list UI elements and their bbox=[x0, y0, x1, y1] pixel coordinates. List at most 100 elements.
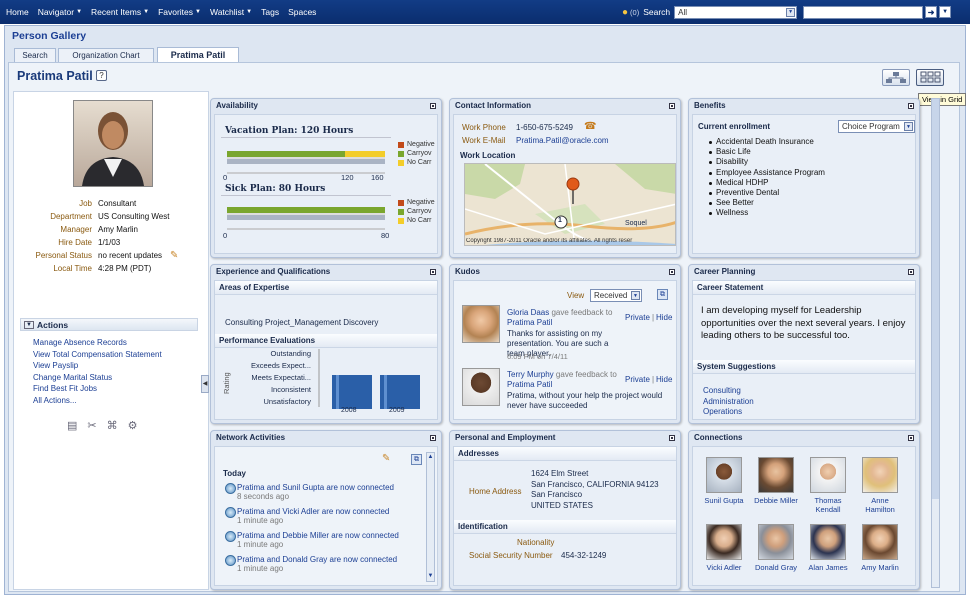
manager-value[interactable]: Amy Marlin bbox=[98, 225, 139, 234]
benefit-item[interactable]: Accidental Death Insurance bbox=[707, 137, 825, 147]
kudos-private-link[interactable]: Private bbox=[625, 375, 650, 384]
action-find-best-fit-jobs[interactable]: Find Best Fit Jobs bbox=[33, 384, 98, 394]
connection-alan-james[interactable]: Alan James bbox=[803, 524, 853, 572]
tools-icon[interactable]: ✂ bbox=[87, 420, 97, 432]
kudos-hide-link[interactable]: Hide bbox=[656, 375, 673, 384]
kudos-hide-link[interactable]: Hide bbox=[656, 313, 673, 322]
perf-year-2009: 2009 bbox=[389, 407, 405, 414]
tab-search[interactable]: Search bbox=[14, 48, 56, 62]
benefit-item[interactable]: Employee Assistance Program bbox=[707, 168, 825, 178]
page-scrollbar[interactable] bbox=[931, 98, 940, 588]
connection-name: Debbie Miller bbox=[754, 496, 798, 505]
scroll-down-icon[interactable]: ▼ bbox=[427, 573, 434, 579]
network-scrollbar[interactable]: ▲ ▼ bbox=[426, 452, 435, 582]
maximize-icon[interactable] bbox=[430, 102, 436, 109]
kudos-target[interactable]: Pratima Patil bbox=[507, 318, 553, 327]
kudos-body: View Received ▼ ⧉ Gloria Daas gave feedba… bbox=[453, 280, 677, 420]
org-chart-icon[interactable]: ⌘ bbox=[106, 420, 118, 432]
watchlist-person-icon[interactable]: ● bbox=[622, 6, 629, 18]
network-item-text[interactable]: Pratima and Donald Gray are now connecte… bbox=[237, 555, 398, 564]
tab-organization-chart[interactable]: Organization Chart bbox=[58, 48, 154, 62]
nav-tags[interactable]: Tags bbox=[261, 7, 279, 17]
action-change-marital-status[interactable]: Change Marital Status bbox=[33, 372, 113, 382]
nav-navigator[interactable]: Navigator ▼ bbox=[38, 7, 82, 17]
view-in-grid-button[interactable] bbox=[916, 69, 944, 86]
kudos-view-select[interactable]: Received ▼ bbox=[590, 289, 642, 302]
maximize-icon[interactable] bbox=[908, 434, 914, 441]
gallery-title: Person Gallery bbox=[12, 30, 87, 42]
benefit-item[interactable]: Disability bbox=[707, 157, 825, 167]
action-manage-absence[interactable]: Manage Absence Records bbox=[33, 338, 127, 347]
add-kudos-icon[interactable]: ⧉ bbox=[657, 289, 668, 300]
legend-carryover-label: Carryov bbox=[407, 150, 432, 157]
pencil-icon[interactable]: ✎ bbox=[382, 453, 391, 464]
network-item-text[interactable]: Pratima and Debbie Miller are now connec… bbox=[237, 531, 399, 540]
connection-thomas-kendall[interactable]: Thomas Kendall bbox=[803, 457, 853, 514]
page-scrollbar-thumb[interactable] bbox=[932, 99, 939, 499]
work-phone-value: 1-650-675-5249 bbox=[516, 123, 573, 132]
benefit-item[interactable]: Basic Life bbox=[707, 147, 825, 157]
kudos-giver-name[interactable]: Terry Murphy bbox=[507, 370, 554, 379]
pencil-icon[interactable]: ✎ bbox=[170, 250, 179, 261]
phone-icon[interactable]: ☎ bbox=[584, 121, 597, 132]
search-input[interactable] bbox=[803, 5, 924, 19]
org-view-icon bbox=[886, 72, 906, 83]
connection-vicki-adler[interactable]: Vicki Adler bbox=[699, 524, 749, 572]
maximize-icon[interactable] bbox=[430, 434, 436, 441]
benefit-item[interactable]: Wellness bbox=[707, 208, 825, 218]
benefit-item[interactable]: Medical HDHP bbox=[707, 178, 825, 188]
tab-search-label: Search bbox=[22, 51, 48, 60]
help-icon[interactable]: ? bbox=[96, 70, 107, 81]
benefit-item[interactable]: See Better bbox=[707, 198, 825, 208]
maximize-icon[interactable] bbox=[669, 268, 675, 275]
nav-spaces[interactable]: Spaces bbox=[288, 7, 316, 17]
search-scope-select[interactable]: All ▼ bbox=[674, 5, 798, 19]
maximize-icon[interactable] bbox=[669, 102, 675, 109]
action-all-actions[interactable]: All Actions... bbox=[33, 395, 77, 405]
search-go-button[interactable]: ➜ bbox=[925, 6, 938, 18]
nav-recent-items[interactable]: Recent Items ▼ bbox=[91, 7, 149, 17]
collapse-pane-button[interactable]: ◀ bbox=[201, 375, 209, 393]
scroll-up-icon[interactable]: ▲ bbox=[427, 454, 434, 460]
kudos-giver-name[interactable]: Gloria Daas bbox=[507, 308, 550, 317]
benefit-item[interactable]: Preventive Dental bbox=[707, 188, 825, 198]
suggestion-item[interactable]: Consulting bbox=[703, 386, 741, 395]
maximize-icon[interactable] bbox=[908, 268, 914, 275]
network-item-time: 1 minute ago bbox=[237, 564, 284, 573]
maximize-icon[interactable] bbox=[430, 268, 436, 275]
benefit-program-select[interactable]: Choice Program ▼ bbox=[838, 120, 915, 133]
nav-favorites[interactable]: Favorites ▼ bbox=[158, 7, 201, 17]
print-icon[interactable]: ▤ bbox=[67, 420, 78, 432]
actions-title: Actions bbox=[36, 319, 69, 330]
action-view-compensation[interactable]: View Total Compensation Statement bbox=[33, 349, 162, 359]
actions-list: Manage Absence Records View Total Compen… bbox=[33, 337, 162, 407]
connection-anne-hamilton[interactable]: Anne Hamilton bbox=[855, 457, 905, 514]
suggestion-item[interactable]: Operations bbox=[703, 407, 743, 416]
connection-donald-gray[interactable]: Donald Gray bbox=[751, 524, 801, 572]
nav-home[interactable]: Home bbox=[6, 7, 29, 17]
connection-name: Anne bbox=[871, 496, 889, 505]
work-location-map[interactable]: 1 Soquel Copyright 1987-2011 Oracle and/… bbox=[464, 163, 676, 246]
actions-header[interactable]: ▼ Actions bbox=[20, 318, 198, 331]
network-item-text[interactable]: Pratima and Sunil Gupta are now connecte… bbox=[237, 483, 394, 492]
connection-sunil-gupta[interactable]: Sunil Gupta bbox=[699, 457, 749, 505]
view-in-org-button[interactable] bbox=[882, 69, 910, 86]
network-item-text[interactable]: Pratima and Vicki Adler are now connecte… bbox=[237, 507, 390, 516]
kudos-private-link[interactable]: Private bbox=[625, 313, 650, 322]
department-label: Department bbox=[50, 212, 92, 221]
connection-debbie-miller[interactable]: Debbie Miller bbox=[751, 457, 801, 505]
share-icon[interactable]: ⧉ bbox=[411, 454, 422, 465]
maximize-icon[interactable] bbox=[908, 102, 914, 109]
nav-watchlist[interactable]: Watchlist ▼ bbox=[210, 7, 252, 17]
tab-pratima-patil[interactable]: Pratima Patil bbox=[157, 47, 239, 62]
connection-amy-marlin[interactable]: Amy Marlin bbox=[855, 524, 905, 572]
kudos-target[interactable]: Pratima Patil bbox=[507, 380, 553, 389]
suggestion-item[interactable]: Administration bbox=[703, 396, 754, 406]
work-email-link[interactable]: Pratima.Patil@oracle.com bbox=[516, 136, 609, 145]
search-options-button[interactable]: ▼ bbox=[939, 6, 952, 18]
action-view-payslip[interactable]: View Payslip bbox=[33, 361, 79, 371]
maximize-icon[interactable] bbox=[669, 434, 675, 441]
map-copyright: Copyright 1987-2011 Oracle and/or its af… bbox=[466, 238, 633, 244]
network-item-time: 1 minute ago bbox=[237, 540, 284, 549]
share-icon[interactable]: ⚙ bbox=[127, 420, 138, 432]
